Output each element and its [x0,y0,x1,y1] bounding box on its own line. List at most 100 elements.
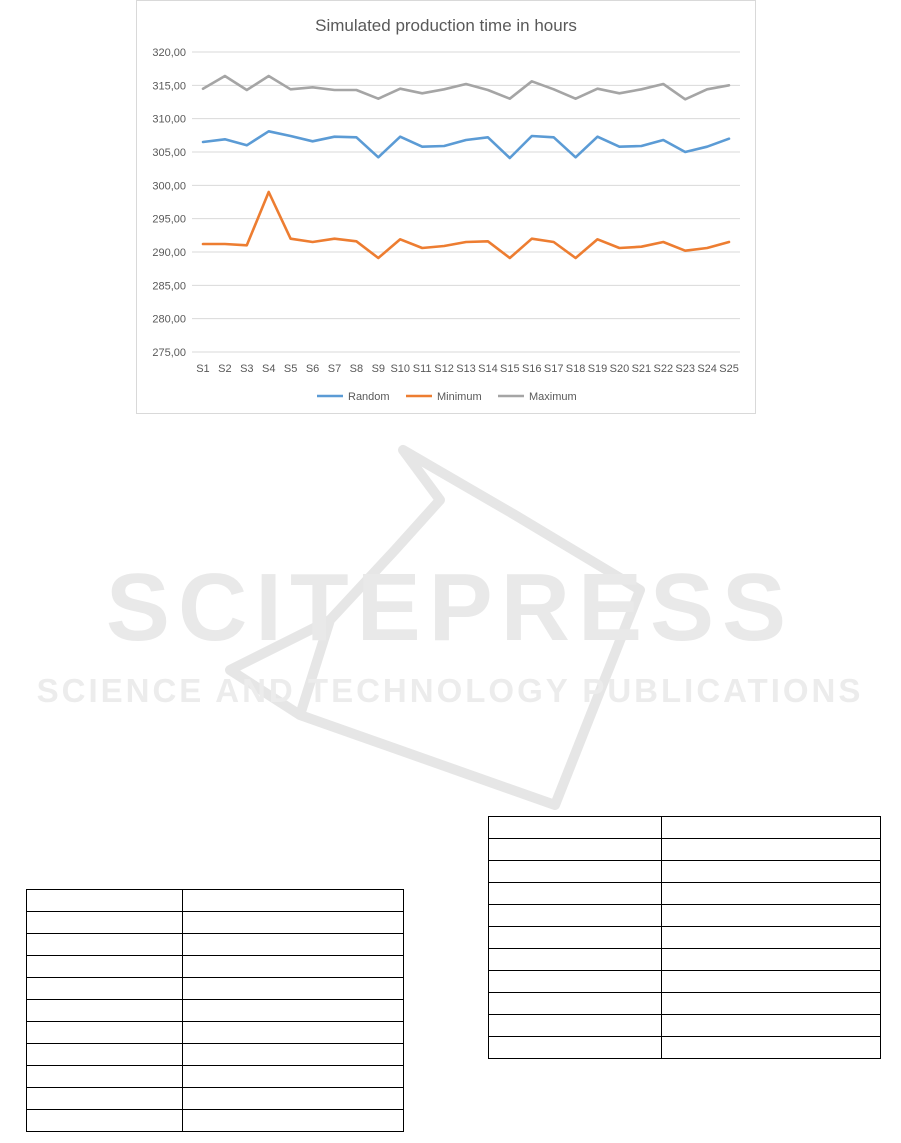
y-tick-label: 280,00 [152,314,186,326]
x-tick-label: S21 [632,363,652,375]
table-cell [488,926,662,949]
table-cell [488,1036,662,1059]
table-row [488,992,882,1015]
table-row [26,1087,405,1110]
x-tick-label: S9 [372,363,385,375]
x-tick-label: S19 [588,363,608,375]
x-tick-label: S24 [697,363,717,375]
x-tick-label: S10 [390,363,410,375]
table-cell [660,838,882,861]
x-tick-label: S8 [350,363,363,375]
table-cell [488,882,662,905]
table-cell [488,1014,662,1037]
line-chart: Simulated production time in hours 275,00… [152,16,740,403]
table-row [26,977,405,1000]
x-tick-label: S11 [413,363,432,375]
table-cell [26,1087,183,1110]
table-row [26,1109,405,1132]
table-cell [181,999,405,1022]
table-cell [181,933,405,956]
table-row [488,904,882,927]
x-tick-label: S25 [719,363,739,375]
table-row [26,911,405,934]
table-cell [181,1021,405,1044]
table-right [488,816,882,1059]
y-tick-label: 295,00 [152,214,186,226]
table-cell [488,904,662,927]
table-row [26,955,405,978]
y-tick-label: 285,00 [152,280,186,292]
x-tick-label: S1 [196,363,209,375]
table-row [488,926,882,949]
table-cell [181,1043,405,1066]
table-row [488,1014,882,1037]
series-line-maximum [201,74,731,101]
series-line-random [201,130,731,160]
x-tick-label: S13 [456,363,476,375]
table-row [488,816,882,839]
y-tick-label: 300,00 [152,180,186,192]
table-cell [181,955,405,978]
table-cell [181,977,405,1000]
table-row [26,999,405,1022]
x-tick-label: S12 [434,363,454,375]
y-tick-label: 275,00 [152,347,186,359]
x-tick-label: S23 [675,363,695,375]
table-row [26,1021,405,1044]
table-row [26,933,405,956]
table-cell [660,926,882,949]
y-tick-label: 320,00 [152,47,186,59]
table-cell [181,1065,405,1088]
table-cell [660,904,882,927]
table-cell [488,948,662,971]
legend-label-random: Random [348,391,390,403]
y-tick-label: 315,00 [152,80,186,92]
publisher-watermark: SCITEPRESS SCIENCE AND TECHNOLOGY PUBLIC… [37,445,864,810]
table-cell [181,889,405,912]
table-cell [26,933,183,956]
table-cell [26,911,183,934]
x-tick-label: S2 [218,363,231,375]
table-left [26,889,405,1132]
table-cell [660,1036,882,1059]
table-row [488,860,882,883]
chart-frame: Simulated production time in hours 275,00… [136,0,756,414]
table-cell [488,860,662,883]
table-cell [488,838,662,861]
table-row [26,1065,405,1088]
table-cell [660,816,882,839]
table-cell [488,816,662,839]
x-tick-label: S16 [522,363,542,375]
table-cell [660,948,882,971]
svg-text:SCIENCE AND TECHNOLOGY PUBLICA: SCIENCE AND TECHNOLOGY PUBLICATIONS [37,672,864,709]
x-tick-label: S7 [328,363,341,375]
table-cell [26,1109,183,1132]
table-cell [488,970,662,993]
svg-text:SCITEPRESS: SCITEPRESS [106,554,794,661]
table-cell [181,1109,405,1132]
table-row [26,1043,405,1066]
table-cell [488,992,662,1015]
table-cell [660,1014,882,1037]
table-cell [26,1043,183,1066]
x-tick-label: S22 [653,363,673,375]
y-tick-label: 310,00 [152,114,186,126]
legend-label-maximum: Maximum [529,391,577,403]
x-tick-label: S5 [284,363,297,375]
y-tick-label: 305,00 [152,147,186,159]
x-tick-label: S14 [478,363,498,375]
x-tick-label: S6 [306,363,319,375]
y-tick-label: 290,00 [152,247,186,259]
table-cell [660,992,882,1015]
table-cell [660,882,882,905]
table-cell [26,1021,183,1044]
table-row [488,970,882,993]
table-row [488,948,882,971]
legend-label-minimum: Minimum [437,391,482,403]
series-line-minimum [201,190,731,260]
x-tick-label: S17 [544,363,564,375]
table-cell [181,1087,405,1110]
table-row [488,1036,882,1059]
table-cell [26,977,183,1000]
table-cell [26,999,183,1022]
